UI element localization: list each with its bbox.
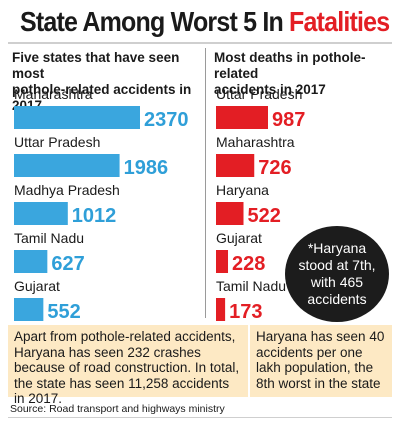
headline-text: State Among Worst 5 In (20, 5, 284, 38)
value-label: 987 (272, 109, 305, 131)
value-label: 228 (232, 253, 265, 275)
category-label: Uttar Pradesh (216, 86, 302, 102)
category-label: Maharashtra (216, 134, 295, 150)
headline-rule (8, 42, 392, 44)
accidents-chart-title: Five states that have seen most pothole-… (12, 50, 204, 114)
accidents-chart: Five states that have seen most pothole-… (8, 44, 204, 322)
note-left: Apart from pothole-related accidents, Ha… (8, 325, 248, 406)
value-label: 173 (229, 301, 262, 322)
value-label: 1986 (124, 157, 169, 179)
note-right: Haryana has seen 40 accidents per one la… (250, 325, 392, 397)
category-label: Tamil Nadu (216, 278, 286, 294)
bar (216, 250, 229, 273)
accidents-chart-title-line-1: Five states that have seen most (12, 50, 180, 81)
bar (14, 250, 48, 273)
value-label: 1012 (72, 205, 117, 227)
deaths-chart-title-line-2: accidents in 2017 (214, 82, 326, 97)
headline: State Among Worst 5 In Fatalities (0, 0, 400, 44)
category-label: Tamil Nadu (14, 230, 84, 246)
value-label: 552 (47, 301, 80, 322)
bar (216, 298, 226, 321)
bar (14, 154, 120, 177)
deaths-chart-title: Most deaths in pothole-related accidents… (214, 50, 394, 98)
haryana-callout: *Haryana stood at 7th, with 465 accident… (285, 226, 389, 322)
category-label: Gujarat (14, 278, 60, 294)
value-label: 2370 (144, 109, 189, 131)
value-label: 522 (248, 205, 281, 227)
category-label: Madhya Pradesh (14, 182, 120, 198)
headline-highlight: Fatalities (288, 5, 390, 38)
category-label: Gujarat (216, 230, 262, 246)
bar (216, 154, 255, 177)
bottom-rule (8, 417, 392, 418)
value-label: 627 (51, 253, 84, 275)
category-label: Haryana (216, 182, 269, 198)
haryana-callout-text: *Haryana stood at 7th, with 465 accident… (298, 240, 376, 307)
category-label: Uttar Pradesh (14, 134, 100, 150)
source-credit: Source: Road transport and highways mini… (10, 403, 225, 415)
bar (14, 106, 140, 129)
bar (216, 106, 268, 129)
deaths-chart: Most deaths in pothole-related accidents… (210, 44, 394, 322)
deaths-chart-title-line-1: Most deaths in pothole-related (214, 50, 366, 81)
panel-divider (205, 48, 206, 318)
bar (14, 202, 68, 225)
deaths-bars: Uttar Pradesh 987 Maharashtra 726 Haryana 522… (216, 86, 305, 322)
bar (14, 298, 44, 321)
value-label: 726 (258, 157, 291, 179)
category-label: Maharashtra (14, 86, 93, 102)
bar (216, 202, 244, 225)
